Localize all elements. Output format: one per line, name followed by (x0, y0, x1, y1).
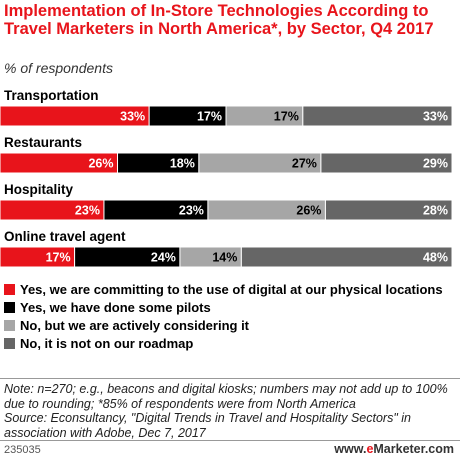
chart-title: Implementation of In-Store Technologies … (4, 2, 434, 38)
legend-label-committing: Yes, we are committing to the use of dig… (20, 282, 443, 297)
data-label-restaurants-not-on-roadmap: 29% (423, 157, 448, 171)
data-label-restaurants-pilots: 18% (170, 157, 195, 171)
data-label-hospitality-pilots: 23% (179, 204, 204, 218)
data-label-restaurants-committing: 26% (88, 157, 113, 171)
brand-prefix: www. (334, 442, 367, 456)
chart-subtitle: % of respondents (4, 60, 113, 76)
data-label-online-travel-agent-pilots: 24% (151, 251, 176, 265)
data-label-online-travel-agent-considering: 14% (212, 251, 237, 265)
data-label-transportation-pilots: 17% (197, 110, 222, 124)
data-label-transportation-committing: 33% (120, 110, 145, 124)
category-label-restaurants: Restaurants (4, 135, 82, 150)
data-label-hospitality-committing: 23% (75, 204, 100, 218)
legend-item-pilots: Yes, we have done some pilots (4, 300, 456, 315)
brand-e: e (366, 442, 374, 456)
legend-label-pilots: Yes, we have done some pilots (20, 300, 211, 315)
data-label-hospitality-considering: 26% (296, 204, 321, 218)
data-label-restaurants-considering: 27% (292, 157, 317, 171)
legend-label-considering: No, but we are actively considering it (20, 318, 250, 333)
footnote: Note: n=270; e.g., beacons and digital k… (4, 382, 456, 440)
source-text: Source: Econsultancy, "Digital Trends in… (4, 411, 411, 440)
brand-logo: www.eMarketer.com (334, 442, 454, 456)
legend-swatch-not-on-roadmap (4, 338, 15, 349)
data-label-transportation-not-on-roadmap: 33% (423, 110, 448, 124)
data-label-hospitality-not-on-roadmap: 28% (423, 204, 448, 218)
data-label-online-travel-agent-not-on-roadmap: 48% (423, 251, 448, 265)
chart-legend: Yes, we are committing to the use of dig… (4, 282, 456, 354)
stacked-bar-chart: Transportation 33% 17% 17% 33% Restaurants 26%… (0, 88, 453, 268)
legend-swatch-considering (4, 320, 15, 331)
legend-item-not-on-roadmap: No, it is not on our roadmap (4, 336, 456, 351)
data-label-transportation-considering: 17% (274, 110, 299, 124)
divider-bottom (0, 440, 460, 441)
category-label-transportation: Transportation (4, 88, 99, 103)
bar-hospitality-not-on-roadmap (324, 199, 453, 221)
brand-suffix: Marketer.com (373, 442, 454, 456)
category-label-hospitality: Hospitality (4, 182, 74, 197)
bar-transportation-not-on-roadmap (302, 105, 453, 127)
legend-item-considering: No, but we are actively considering it (4, 318, 456, 333)
bar-restaurants-not-on-roadmap (320, 152, 453, 174)
bar-online-travel-agent-not-on-roadmap (240, 246, 453, 268)
legend-item-committing: Yes, we are committing to the use of dig… (4, 282, 456, 297)
legend-swatch-pilots (4, 302, 15, 313)
data-label-online-travel-agent-committing: 17% (46, 251, 71, 265)
legend-swatch-committing (4, 284, 15, 295)
chart-id: 235035 (4, 444, 41, 456)
legend-label-not-on-roadmap: No, it is not on our roadmap (20, 336, 194, 351)
note-text: Note: n=270; e.g., beacons and digital k… (4, 382, 448, 411)
category-label-online-travel-agent: Online travel agent (4, 229, 126, 244)
divider-top (0, 378, 460, 379)
